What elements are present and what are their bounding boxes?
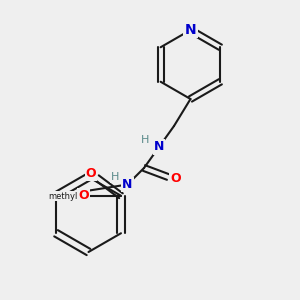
Text: O: O: [170, 172, 181, 185]
Text: N: N: [154, 140, 164, 154]
Text: H: H: [111, 172, 119, 182]
Text: O: O: [78, 189, 89, 202]
Text: O: O: [86, 167, 96, 180]
Text: methyl: methyl: [48, 192, 77, 201]
Text: N: N: [122, 178, 133, 191]
Text: H: H: [141, 135, 150, 146]
Text: N: N: [185, 23, 196, 37]
